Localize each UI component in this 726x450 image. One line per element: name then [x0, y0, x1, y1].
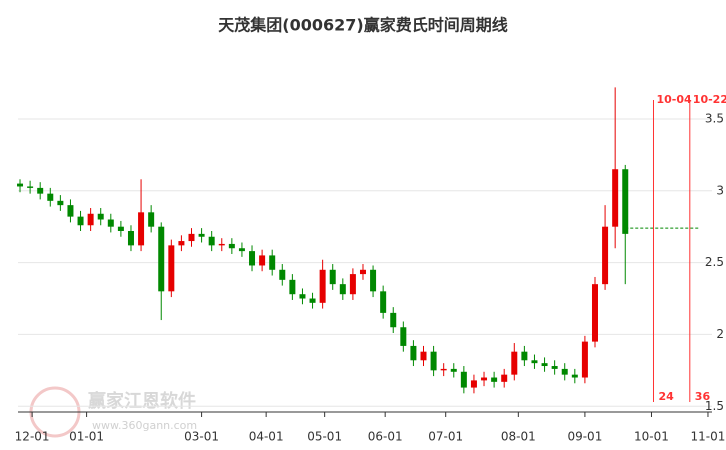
candle-body — [168, 245, 175, 292]
candle-body — [349, 274, 356, 295]
y-tick-label: 2.5 — [705, 255, 724, 269]
candle-body — [622, 169, 629, 234]
candle-body — [309, 298, 316, 303]
candle-body — [127, 231, 134, 246]
y-tick-label: 2 — [716, 327, 724, 341]
candle-body — [57, 200, 64, 206]
candle-body — [430, 351, 437, 371]
candle-body — [380, 291, 387, 313]
candle-body — [591, 284, 598, 342]
candle-body — [470, 380, 477, 388]
candle-body — [481, 377, 488, 381]
candle-body — [77, 216, 84, 226]
x-tick-label: 06-01 — [368, 430, 403, 444]
x-tick-label: 03-01 — [184, 430, 219, 444]
y-tick-label: 1.5 — [705, 399, 724, 413]
candle-body — [228, 243, 235, 249]
cycle-count: 24 — [658, 390, 674, 403]
candle-body — [612, 169, 619, 227]
cycle-date: 10-04 — [656, 93, 692, 106]
candle-body — [218, 243, 225, 246]
y-tick-label: 3 — [716, 183, 724, 197]
watermark-url: www.360gann.com — [92, 419, 197, 432]
x-tick-label: 04-01 — [249, 430, 284, 444]
candle-body — [329, 269, 336, 285]
candle-body — [279, 269, 286, 280]
candle-body — [339, 284, 346, 295]
candle-body — [440, 368, 447, 371]
candle-body — [501, 374, 508, 382]
candle-body — [97, 213, 104, 220]
candle-body — [178, 241, 185, 246]
cycle-date: 10-22 — [693, 93, 726, 106]
candle-body — [521, 351, 528, 361]
candle-body — [117, 226, 124, 231]
candle-body — [299, 294, 306, 299]
candle-body — [420, 351, 427, 361]
watermark-text: 赢家江恩软件 — [88, 390, 196, 412]
candle-body — [188, 233, 195, 242]
x-tick-label: 01-01 — [69, 430, 104, 444]
candle-body — [561, 368, 568, 375]
candle-body — [238, 248, 245, 252]
candle-body — [450, 368, 457, 372]
candle-body — [319, 269, 326, 303]
candle-body — [581, 341, 588, 378]
candle-body — [249, 251, 256, 266]
candle-body — [259, 255, 266, 266]
candle-body — [27, 186, 34, 188]
chart-title: 天茂集团(000627)赢家费氏时间周期线 — [218, 16, 507, 35]
candle-body — [359, 269, 366, 275]
x-tick-label: 10-01 — [634, 430, 669, 444]
candle-body — [289, 279, 296, 295]
candle-body — [571, 374, 578, 378]
cycle-count: 36 — [695, 390, 711, 403]
candle-body — [208, 236, 215, 246]
candle-body — [602, 226, 609, 285]
candle-body — [158, 226, 165, 292]
candle-body — [47, 193, 54, 201]
candle-body — [37, 187, 44, 194]
candle-body — [541, 363, 548, 367]
candle-body — [491, 377, 498, 382]
y-tick-label: 3.5 — [705, 111, 724, 125]
x-tick-label: 11-01 — [691, 430, 726, 444]
candle-body — [370, 269, 377, 292]
x-tick-label: 08-01 — [501, 430, 536, 444]
candle-body — [531, 360, 538, 364]
candle-body — [400, 327, 407, 346]
x-tick-label: 09-01 — [567, 430, 602, 444]
candle-body — [551, 366, 558, 369]
x-tick-label: 07-01 — [428, 430, 463, 444]
candle-body — [460, 371, 467, 388]
candle-body — [390, 312, 397, 328]
candle-body — [198, 233, 205, 237]
candle-body — [138, 212, 145, 246]
candle-body — [148, 212, 155, 227]
candle-body — [87, 213, 94, 226]
candle-body — [67, 205, 74, 217]
candle-body — [107, 219, 114, 227]
candle-body — [269, 255, 276, 270]
x-tick-label: 12-01 — [15, 430, 50, 444]
candle-body — [17, 183, 24, 187]
candle-body — [410, 345, 417, 361]
candle-body — [511, 351, 518, 375]
x-tick-label: 05-01 — [307, 430, 342, 444]
